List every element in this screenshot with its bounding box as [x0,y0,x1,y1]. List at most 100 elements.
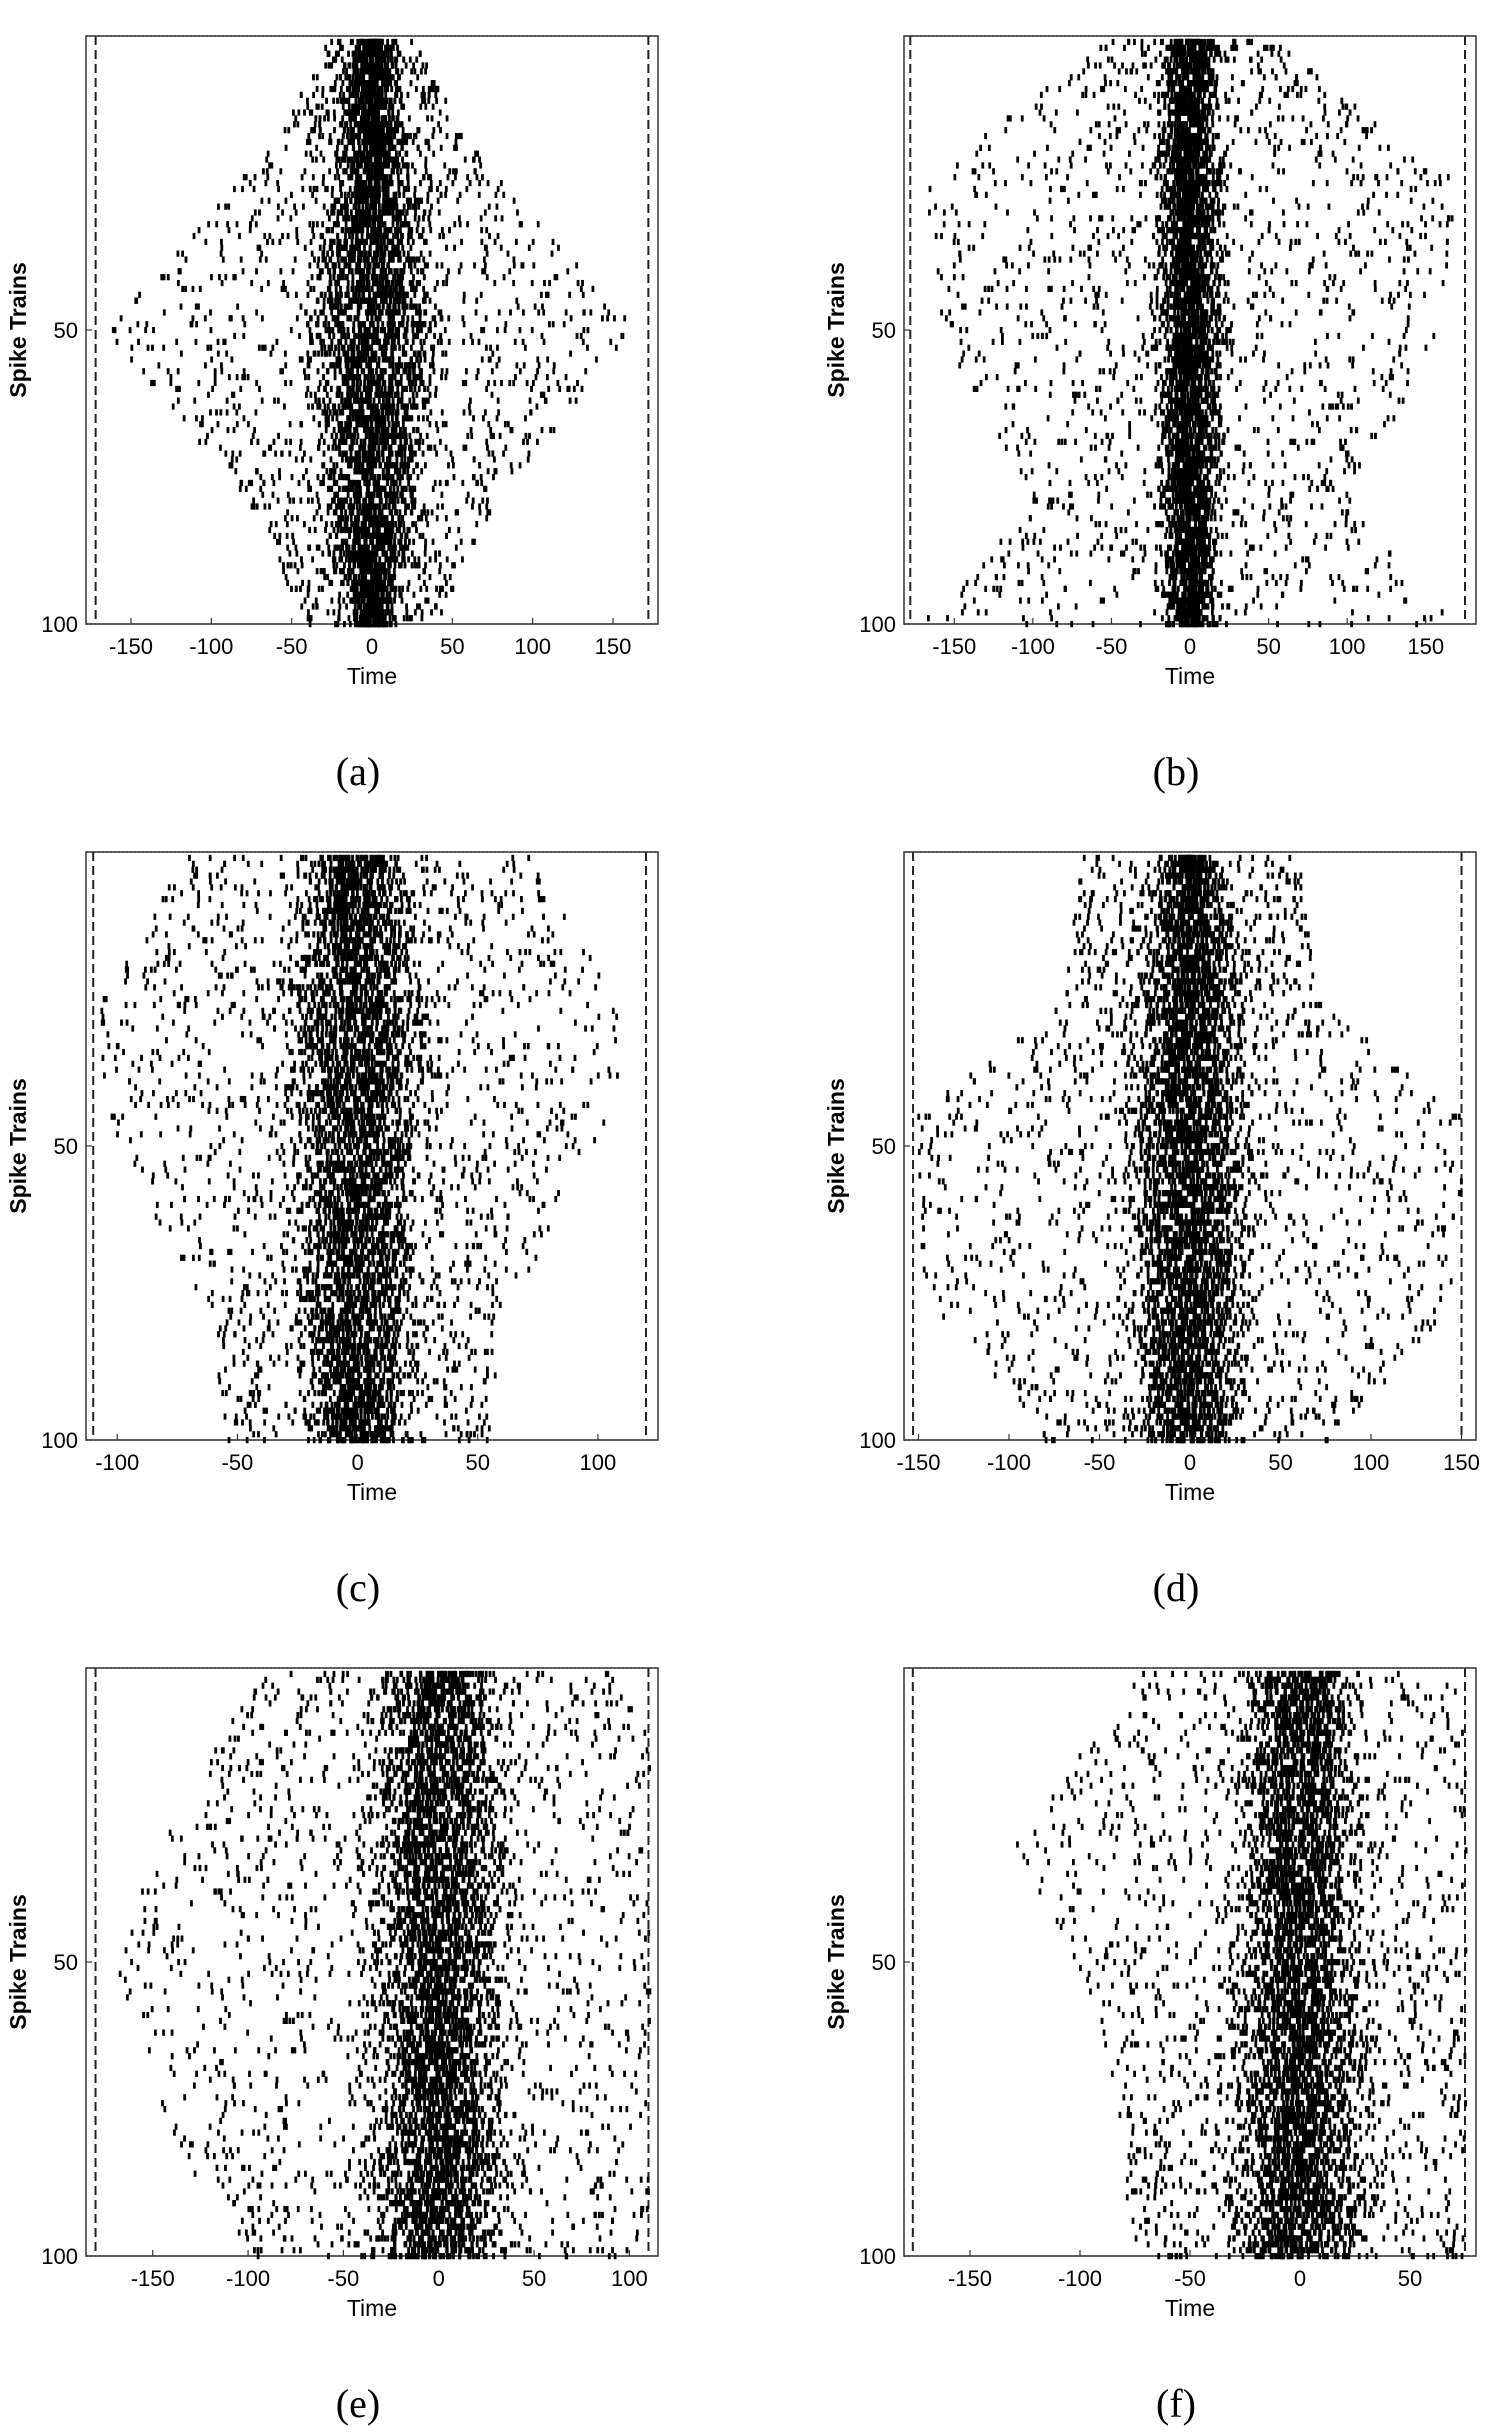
spike-mark [284,286,287,292]
spike-mark [370,198,373,204]
spike-mark [249,180,252,186]
spike-mark [226,221,229,227]
spike-mark [377,133,380,139]
spike-mark [369,450,372,456]
spike-mark [402,345,405,351]
spike-mark [498,309,501,315]
spike-mark [342,527,345,533]
spike-mark [407,456,410,462]
spike-mark [366,415,369,421]
spike-mark [233,333,236,339]
spike-mark [305,468,308,474]
spike-mark [357,515,360,521]
spike-mark [308,139,311,145]
spike-mark [322,474,325,480]
spike-mark [350,162,353,168]
spike-mark [456,198,459,204]
spike-mark [349,315,352,321]
spike-mark [407,92,410,98]
spike-mark [335,198,338,204]
spike-mark [394,333,397,339]
spike-mark [370,80,373,86]
spike-mark [396,68,399,74]
spike-mark [487,380,490,386]
spike-mark [402,209,405,215]
spike-mark [345,245,348,251]
spike-mark [366,109,369,115]
spike-mark [387,403,390,409]
spike-mark [383,368,386,374]
spike-mark [414,439,417,445]
spike-mark [445,274,448,280]
spike-mark [323,298,326,304]
spike-mark [541,303,544,309]
spike-mark [403,486,406,492]
spike-mark [362,57,365,63]
spike-mark [385,80,388,86]
spike-mark [382,74,385,80]
spike-mark [396,403,399,409]
spike-mark [234,274,237,280]
spike-mark [400,280,403,286]
spike-mark [362,462,365,468]
spike-mark [358,327,361,333]
spike-mark [307,498,310,504]
spike-mark [493,468,496,474]
spike-mark [356,509,359,515]
spike-mark [306,321,309,327]
spike-mark [309,109,312,115]
spike-mark [470,333,473,339]
spike-mark [376,104,379,110]
spike-mark [376,433,379,439]
spike-mark [403,527,406,533]
spike-mark [225,351,228,357]
spike-mark [335,480,338,486]
spike-mark [429,362,432,368]
spike-mark [407,251,410,257]
spike-mark [406,474,409,480]
spike-mark [279,533,282,539]
spike-mark [344,256,347,262]
spike-mark [475,309,478,315]
spike-mark [436,186,439,192]
spike-mark [288,450,291,456]
spike-mark [394,374,397,380]
spike-mark [201,421,204,427]
spike-mark [359,156,362,162]
spike-mark [370,109,373,115]
spike-mark [412,427,415,433]
spike-mark [400,104,403,110]
spike-mark [365,239,368,245]
spike-mark [413,303,416,309]
spike-mark [412,539,415,545]
spike-mark [356,392,359,398]
spike-mark [327,486,330,492]
spike-mark [371,503,374,509]
spike-mark [333,303,336,309]
spike-mark [345,545,348,551]
spike-mark [348,480,351,486]
spike-mark [362,280,365,286]
spike-mark [309,286,312,292]
spike-mark [339,245,342,251]
spike-mark [357,409,360,415]
spike-mark [472,498,475,504]
spike-mark [352,415,355,421]
spike-mark [210,327,213,333]
spike-mark [299,445,302,451]
spike-mark [311,498,314,504]
spike-mark [469,180,472,186]
spike-mark [576,333,579,339]
spike-mark [364,133,367,139]
spike-mark [461,556,464,562]
spike-mark [387,209,390,215]
spike-mark [397,498,400,504]
spike-mark [340,427,343,433]
spike-mark [369,251,372,257]
spike-mark [335,521,338,527]
spike-mark [368,503,371,509]
spike-mark [351,351,354,357]
spike-mark [345,145,348,151]
spike-mark [347,362,350,368]
spike-mark [344,262,347,268]
